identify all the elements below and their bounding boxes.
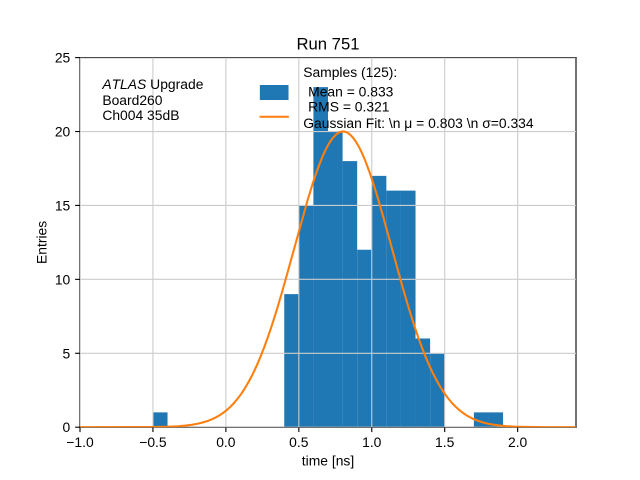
svg-text:5: 5 [63, 345, 71, 361]
svg-text:0.5: 0.5 [289, 434, 309, 450]
svg-text:0: 0 [63, 419, 71, 435]
svg-text:1.0: 1.0 [362, 434, 382, 450]
svg-text:Samples (125):: Samples (125): [303, 64, 397, 80]
svg-text:Mean = 0.833: Mean = 0.833 [308, 83, 394, 99]
svg-text:Entries: Entries [33, 221, 49, 264]
svg-text:Board260: Board260 [102, 92, 162, 108]
svg-text:−0.5: −0.5 [139, 434, 167, 450]
svg-text:20: 20 [55, 124, 71, 140]
svg-text:−1.0: −1.0 [66, 434, 94, 450]
svg-text:G a u s: G a u s s i a n F i t : \ n μ = 0 . 8 0 [303, 108, 534, 133]
svg-text:A T L A: A T L A S U p g r a d e [101, 69, 203, 94]
svg-text:25: 25 [55, 50, 71, 66]
svg-text:2.0: 2.0 [508, 434, 528, 450]
svg-text:10: 10 [55, 271, 71, 287]
svg-text:1.5: 1.5 [435, 434, 455, 450]
svg-text:Run 751: Run 751 [297, 34, 360, 53]
svg-text:0.0: 0.0 [216, 434, 236, 450]
svg-text:time [ns]: time [ns] [302, 452, 354, 468]
svg-text:Ch004 35dB: Ch004 35dB [102, 107, 179, 123]
svg-text:15: 15 [55, 197, 71, 213]
